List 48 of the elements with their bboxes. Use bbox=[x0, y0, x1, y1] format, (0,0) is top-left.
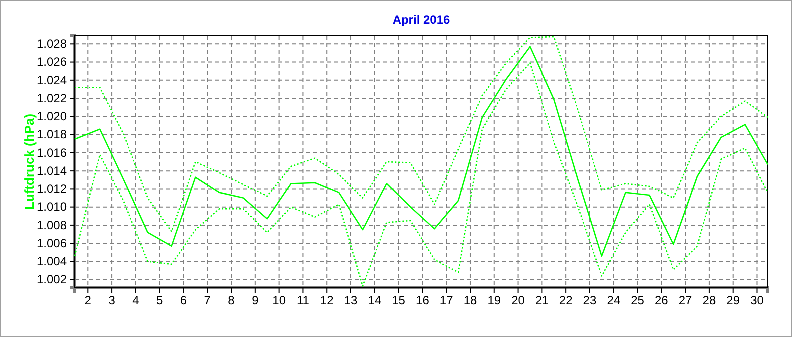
y-tick-label: 1.020 bbox=[36, 110, 68, 124]
y-tick-label: 1.004 bbox=[36, 254, 68, 269]
x-tick-label: 29 bbox=[726, 294, 740, 308]
x-tick-label: 5 bbox=[156, 294, 164, 308]
x-tick-label: 22 bbox=[559, 294, 574, 308]
y-tick-label: 1.008 bbox=[36, 218, 68, 232]
x-tick-label: 24 bbox=[607, 294, 621, 308]
x-tick-label: 18 bbox=[464, 294, 478, 308]
line-series bbox=[74, 46, 769, 257]
x-tick-label: 9 bbox=[252, 294, 260, 308]
x-tick-label: 25 bbox=[631, 294, 645, 308]
x-tick-label: 16 bbox=[416, 294, 430, 308]
y-tick-label: 1.010 bbox=[36, 200, 68, 214]
x-tick-label: 19 bbox=[488, 294, 502, 308]
y-tick-label: 1.016 bbox=[36, 146, 68, 160]
line-series bbox=[74, 36, 769, 232]
x-tick-label: 21 bbox=[536, 294, 550, 308]
y-tick-label: 1.028 bbox=[36, 37, 68, 51]
x-tick-label: 12 bbox=[320, 294, 334, 308]
line-series bbox=[74, 62, 769, 287]
x-tick-label: 2 bbox=[84, 294, 92, 308]
x-tick-label: 27 bbox=[678, 294, 693, 308]
x-tick-label: 26 bbox=[654, 294, 669, 308]
y-tick-label: 1.018 bbox=[36, 128, 68, 142]
x-tick-label: 7 bbox=[204, 294, 212, 308]
x-tick-label: 15 bbox=[392, 294, 406, 308]
x-tick-label: 4 bbox=[132, 294, 140, 308]
x-tick-label: 20 bbox=[512, 294, 526, 308]
y-axis-title: Luftdruck (hPa) bbox=[22, 114, 37, 210]
x-tick-label: 11 bbox=[296, 294, 310, 308]
y-tick-label: 1.022 bbox=[36, 91, 68, 106]
y-tick-label: 1.024 bbox=[36, 73, 68, 88]
x-tick-label: 14 bbox=[368, 294, 382, 308]
x-tick-label: 10 bbox=[272, 294, 286, 308]
chart-title: April 2016 bbox=[392, 13, 450, 27]
y-tick-label: 1.012 bbox=[36, 182, 68, 196]
x-tick-label: 28 bbox=[702, 294, 716, 308]
y-tick-label: 1.002 bbox=[36, 272, 68, 287]
x-tick-label: 8 bbox=[228, 294, 236, 308]
y-tick-label: 1.026 bbox=[36, 55, 68, 70]
x-tick-label: 30 bbox=[750, 294, 764, 308]
x-tick-label: 17 bbox=[440, 294, 454, 308]
x-tick-label: 23 bbox=[583, 294, 597, 308]
x-tick-label: 3 bbox=[108, 294, 116, 308]
y-tick-label: 1.014 bbox=[36, 164, 68, 178]
y-tick-label: 1.006 bbox=[36, 236, 68, 250]
x-tick-label: 6 bbox=[180, 294, 188, 308]
x-tick-label: 13 bbox=[344, 294, 358, 308]
